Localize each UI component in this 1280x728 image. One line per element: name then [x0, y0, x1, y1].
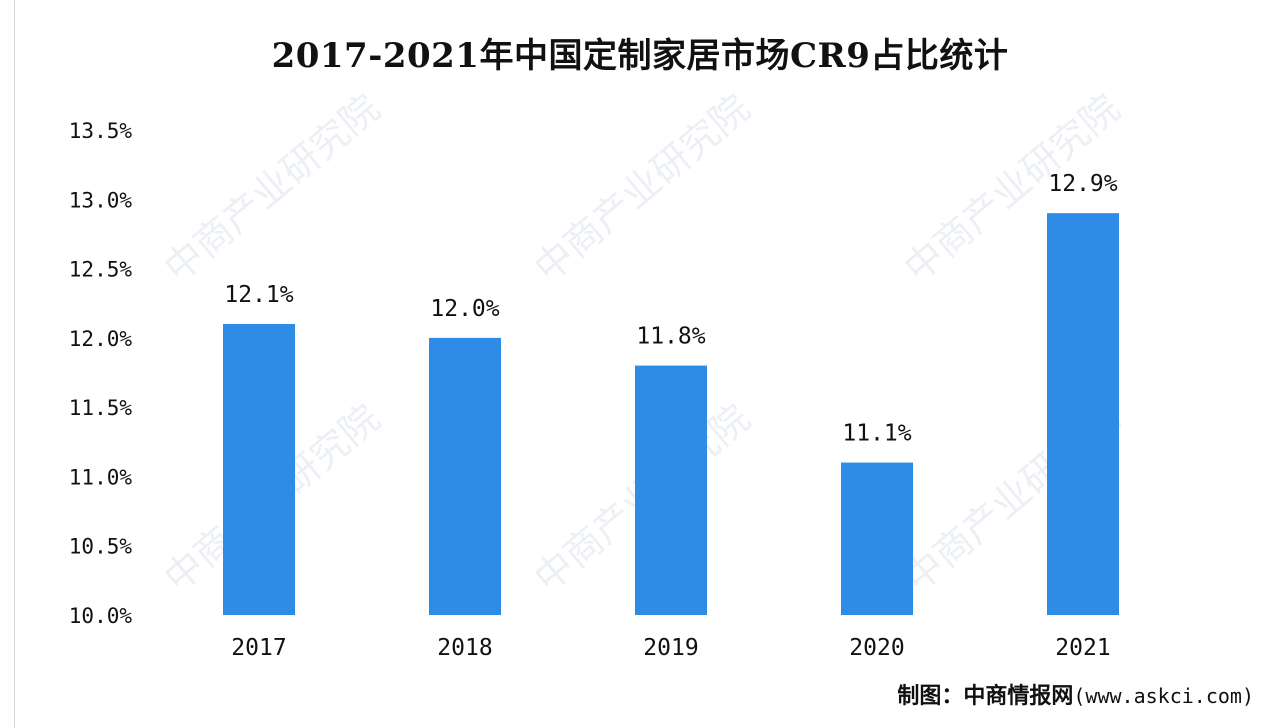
- x-tick-label: 2020: [849, 635, 904, 661]
- y-tick-label: 13.5%: [69, 119, 133, 143]
- x-tick-label: 2018: [437, 635, 492, 661]
- source-url: (www.askci.com): [1073, 684, 1254, 708]
- y-tick-label: 13.0%: [69, 188, 133, 212]
- x-tick-label: 2017: [231, 635, 286, 661]
- bar: [429, 337, 501, 615]
- chart-title: 2017-2021年中国定制家居市场CR9占比统计: [271, 36, 1009, 76]
- y-tick-label: 12.5%: [69, 258, 133, 282]
- bar: [1047, 213, 1119, 615]
- left-border: [14, 0, 15, 728]
- x-tick-label: 2019: [643, 635, 698, 661]
- data-label: 12.9%: [1048, 171, 1117, 197]
- y-tick-label: 12.0%: [69, 327, 133, 351]
- data-label: 12.0%: [430, 296, 499, 322]
- data-label: 11.8%: [636, 324, 705, 350]
- bar: [635, 365, 707, 615]
- source-label: 制图：中商情报网: [897, 684, 1074, 709]
- data-label: 11.1%: [842, 421, 911, 447]
- y-tick-label: 10.0%: [69, 604, 133, 628]
- x-tick-label: 2021: [1055, 635, 1110, 661]
- y-tick-label: 11.0%: [69, 465, 133, 489]
- source-credit: 制图：中商情报网(www.askci.com): [897, 678, 1254, 710]
- bar: [841, 462, 913, 615]
- y-tick-label: 10.5%: [69, 535, 133, 559]
- bar: [223, 324, 295, 615]
- y-tick-label: 11.5%: [69, 396, 133, 420]
- data-label: 12.1%: [224, 282, 293, 308]
